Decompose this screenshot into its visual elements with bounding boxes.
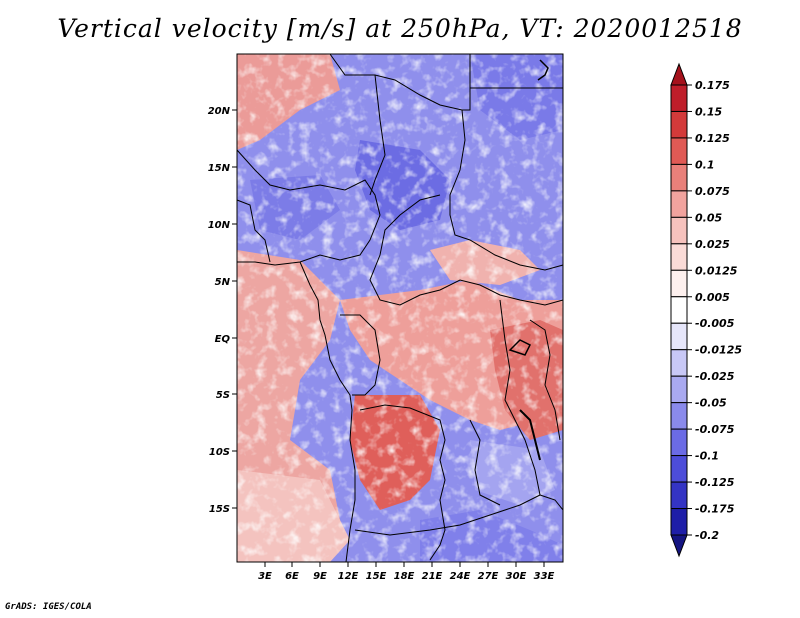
colorbar-segment [670,269,688,298]
colorbar-label: 0.175 [695,79,730,92]
colorbar-label: -0.125 [695,476,735,489]
colorbar-segment [670,402,688,430]
map-figure: 20N 15N 10N 5N EQ 5S 10S 15S 3E 6E 9E 12… [208,53,742,582]
colorbar-segment [670,428,688,457]
map-frame [236,53,564,563]
colorbar-segment [670,375,688,404]
colorbar-label: 0.005 [695,291,730,304]
lat-label: 15S [209,504,230,515]
velocity-field [237,54,563,562]
lat-label: 10N [208,220,231,231]
colorbar-label: 0.1 [695,158,715,171]
colorbar-segment [670,455,688,483]
lat-ticks [232,109,237,509]
colorbar-label: 0.0125 [695,264,738,277]
colorbar-label: -0.175 [695,503,735,516]
lat-label: EQ [215,334,231,345]
colorbar-label: -0.075 [695,423,735,436]
colorbar-segment [670,481,688,510]
colorbar: 0.175 0.15 0.125 0.1 0.075 0.05 0.025 0.0125 0.0… [670,62,742,558]
lat-label: 10S [209,447,230,458]
colorbar-label: -0.0125 [695,344,742,357]
colorbar-label: 0.075 [695,185,730,198]
colorbar-top-arrow [670,62,688,86]
colorbar-segment [670,190,688,218]
colorbar-label: -0.2 [695,529,719,542]
colorbar-label: 0.125 [695,132,730,145]
lat-label: 20N [208,106,231,117]
colorbar-segment [670,216,688,245]
colorbar-segment [670,322,688,351]
lon-label: 6E [285,571,299,582]
lon-label: 21E [422,571,443,582]
lon-label: 18E [394,571,415,582]
colorbar-bottom-arrow [670,534,688,558]
lat-label: 15N [208,163,231,174]
lon-label: 24E [450,571,471,582]
lat-label: 5N [215,277,231,288]
colorbar-label: 0.05 [695,211,722,224]
map-title: Vertical velocity [m/s] at 250hPa, VT: 2… [57,14,743,43]
lon-label: 12E [338,571,359,582]
colorbar-segment [670,110,688,139]
colorbar-label: -0.05 [695,397,727,410]
colorbar-segment [670,137,688,165]
colorbar-label: 0.025 [695,238,730,251]
grads-credit: GrADS: IGES/COLA [5,602,92,612]
lon-label: 30E [506,571,527,582]
colorbar-label: -0.025 [695,370,735,383]
colorbar-label: -0.1 [695,450,719,463]
country-borders [236,53,564,563]
lat-label: 5S [216,390,230,401]
lon-label: 15E [366,571,387,582]
lon-label: 27E [478,571,499,582]
colorbar-label: 0.15 [695,105,722,118]
lon-label: 9E [313,571,327,582]
colorbar-segment [670,163,688,192]
lon-label: 33E [534,571,555,582]
colorbar-segment [670,243,688,271]
lon-label: 3E [258,571,272,582]
colorbar-segment [670,508,688,536]
lon-ticks [264,562,545,567]
colorbar-segment [670,296,688,324]
colorbar-segment [670,84,688,112]
colorbar-label: -0.005 [695,317,735,330]
colorbar-segment [670,349,688,377]
